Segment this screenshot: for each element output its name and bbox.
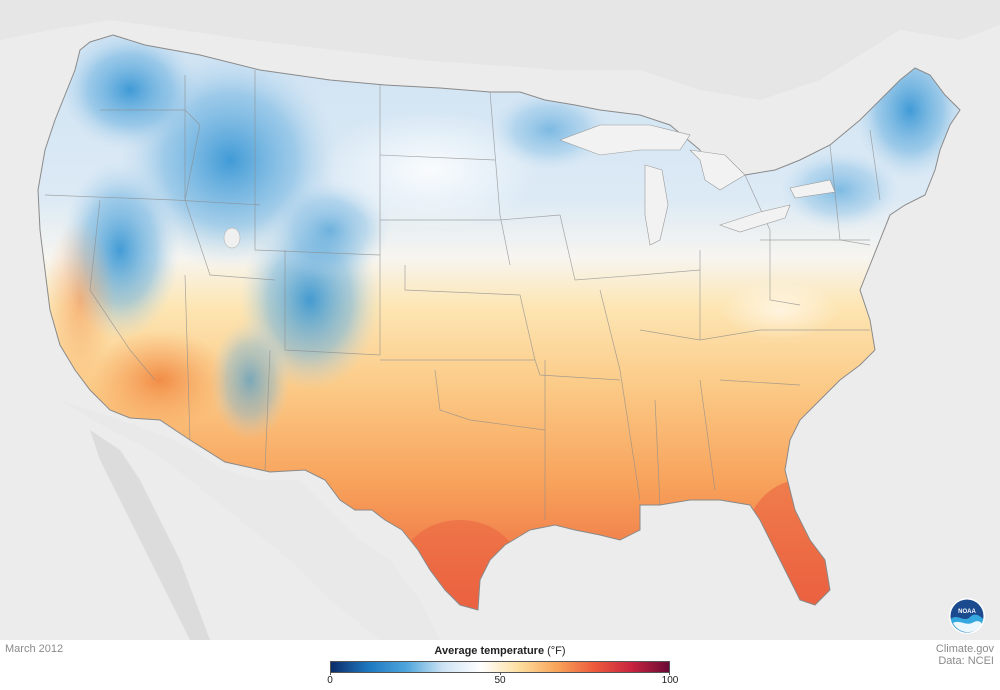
legend-tick-mark <box>500 672 501 675</box>
legend-tick-label: 50 <box>494 675 506 686</box>
great-lakes <box>559 124 836 246</box>
lake-michigan <box>644 164 669 246</box>
footer: March 2012 Average temperature (°F) 0 50 1… <box>0 640 1000 690</box>
lake-huron <box>689 149 746 191</box>
state-borders <box>44 70 881 520</box>
legend-tick-mark <box>669 672 670 675</box>
canada-land <box>0 0 1000 100</box>
credits: Climate.gov Data: NCEI <box>936 643 994 667</box>
noaa-logo-icon: NOAA <box>949 598 985 634</box>
legend-tick-label: 100 <box>661 675 679 686</box>
baja-california-land <box>90 430 210 640</box>
credit-data: Data: NCEI <box>938 655 994 667</box>
temperature-map <box>0 0 1000 640</box>
credit-source: Climate.gov <box>935 643 994 655</box>
legend-tick-mark <box>330 672 331 675</box>
map-area: NOAA <box>0 0 1000 640</box>
period-label: March 2012 <box>5 643 64 655</box>
lake-erie <box>719 204 791 233</box>
legend-title: Average temperature (°F) <box>330 645 670 657</box>
legend-title-unit: (°F) <box>544 645 566 657</box>
mexico-land <box>60 400 440 640</box>
great-salt-lake <box>223 227 241 249</box>
legend-tick-label: 0 <box>327 675 333 686</box>
lake-ontario <box>789 179 836 199</box>
noaa-logo-text: NOAA <box>958 609 976 615</box>
lake-superior <box>559 124 691 156</box>
legend-title-main: Average temperature <box>434 645 545 657</box>
